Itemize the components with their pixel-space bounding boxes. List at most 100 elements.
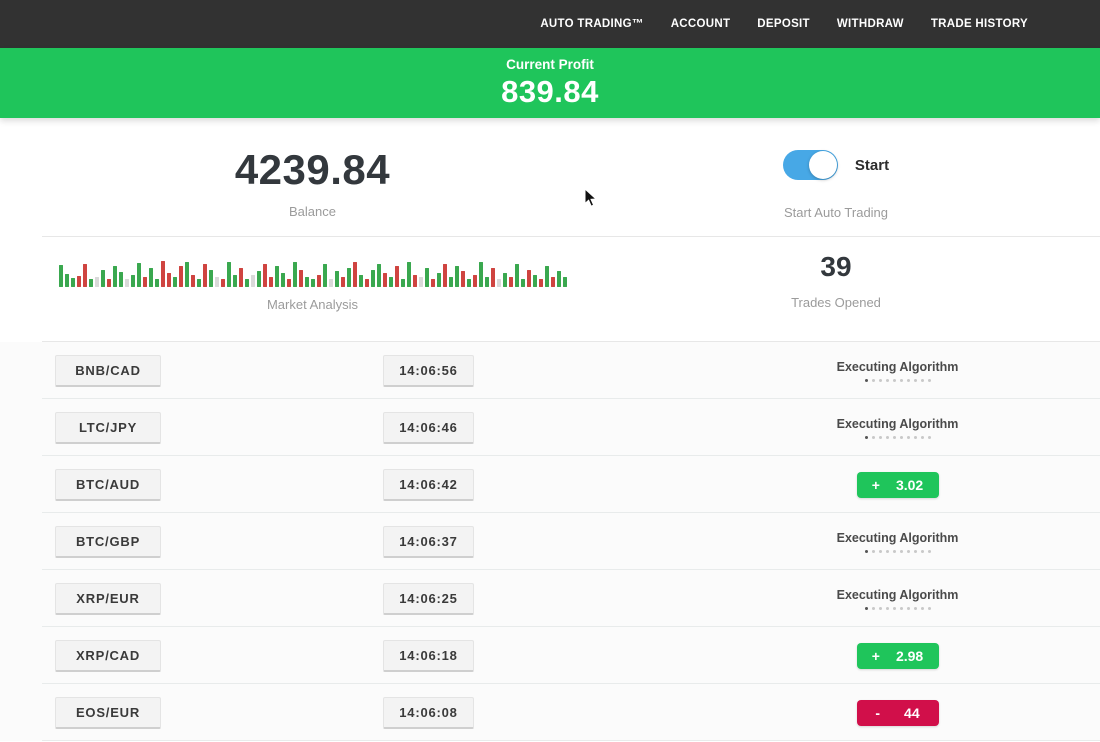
nav-item-withdraw[interactable]: WITHDRAW: [836, 18, 904, 30]
market-bar: [412, 275, 417, 287]
nav-item-trade-history[interactable]: TRADE HISTORY: [930, 18, 1028, 30]
progress-dot: [892, 606, 896, 610]
trades-opened-value: 39: [820, 251, 852, 282]
market-bar: [370, 270, 375, 287]
market-bar: [418, 277, 423, 287]
trade-pair-pill: XRP/CAD: [55, 639, 161, 672]
executing-progress-dots: [830, 549, 965, 553]
trade-time-pill: 14:06:42: [383, 468, 474, 501]
market-bar: [106, 279, 111, 287]
market-bar: [538, 279, 543, 287]
market-bar: [448, 277, 453, 287]
market-bar: [304, 277, 309, 287]
market-bar: [130, 275, 135, 287]
market-bar: [328, 279, 333, 287]
market-bar: [562, 277, 567, 287]
market-bar: [220, 279, 225, 287]
progress-dot: [878, 378, 882, 382]
market-bar: [310, 279, 315, 287]
progress-dot: [899, 549, 903, 553]
balance-label: Balance: [289, 204, 336, 219]
progress-dot: [920, 435, 924, 439]
result-sign: +: [871, 476, 880, 493]
market-bar: [298, 270, 303, 287]
market-bar: [262, 264, 267, 287]
market-bar: [502, 273, 507, 287]
progress-dot: [927, 435, 931, 439]
market-bar: [424, 268, 429, 287]
market-bar: [136, 263, 141, 287]
market-bar: [280, 273, 285, 287]
trade-pair-pill: BTC/GBP: [55, 525, 161, 558]
market-bar: [64, 274, 69, 287]
trade-result-badge: - 44: [856, 699, 939, 726]
progress-dot: [885, 549, 889, 553]
progress-dot: [885, 606, 889, 610]
progress-dot: [864, 549, 868, 553]
balance-block: 4239.84 Balance: [40, 146, 585, 219]
market-bar: [520, 279, 525, 287]
nav-item-account[interactable]: ACCOUNT: [670, 18, 731, 30]
trade-pair-pill: XRP/EUR: [55, 582, 161, 615]
market-bar: [118, 272, 123, 287]
market-bar: [316, 275, 321, 287]
trades-opened-block: 39 Trades Opened: [620, 251, 1052, 310]
market-bar: [382, 273, 387, 287]
market-bar: [58, 265, 63, 287]
market-bar: [334, 271, 339, 287]
market-bar: [208, 270, 213, 287]
toggle-knob-icon: [808, 151, 837, 179]
market-bar: [154, 279, 159, 287]
trade-status-cell: Executing Algorithm: [830, 360, 965, 382]
trades-opened-label: Trades Opened: [791, 295, 881, 310]
market-bar: [256, 271, 261, 287]
market-bar: [364, 279, 369, 287]
market-bar: [508, 277, 513, 287]
progress-dot: [899, 378, 903, 382]
trade-time-pill: 14:06:25: [383, 582, 474, 615]
nav-item-auto-trading[interactable]: AUTO TRADING™: [540, 18, 644, 30]
auto-trading-toggle[interactable]: [782, 150, 838, 180]
progress-dot: [927, 378, 931, 382]
market-analysis-chart: [57, 255, 569, 287]
progress-dot: [906, 606, 910, 610]
market-bar: [526, 270, 531, 287]
market-bar: [544, 266, 549, 287]
market-bar: [184, 262, 189, 287]
market-bar: [322, 264, 327, 287]
market-bar: [550, 277, 555, 287]
trade-status-cell: - 44: [830, 699, 965, 726]
market-bar: [202, 264, 207, 287]
summary-mid-section: Market Analysis 39 Trades Opened: [0, 237, 1100, 341]
market-bar: [472, 275, 477, 287]
trade-pair-pill: EOS/EUR: [55, 696, 161, 729]
market-bar: [268, 277, 273, 287]
market-bar: [394, 266, 399, 287]
market-bar: [490, 268, 495, 287]
progress-dot: [878, 549, 882, 553]
market-bar: [340, 277, 345, 287]
trade-result-badge: + 2.98: [856, 642, 939, 669]
progress-dot: [892, 435, 896, 439]
summary-top-section: 4239.84 Balance Start Start Auto Trading: [0, 118, 1100, 236]
progress-dot: [906, 435, 910, 439]
market-bar: [70, 278, 75, 287]
market-bar: [454, 266, 459, 287]
market-bar: [292, 262, 297, 287]
progress-dot: [871, 435, 875, 439]
executing-progress-dots: [830, 606, 965, 610]
progress-dot: [913, 435, 917, 439]
market-bar: [442, 264, 447, 287]
market-bar: [94, 277, 99, 287]
nav-item-deposit[interactable]: DEPOSIT: [757, 18, 810, 30]
market-bar: [430, 279, 435, 287]
market-bar: [238, 268, 243, 287]
progress-dot: [892, 549, 896, 553]
market-bar: [214, 277, 219, 287]
market-bar: [142, 277, 147, 287]
progress-dot: [864, 435, 868, 439]
trade-status-cell: + 3.02: [830, 471, 965, 498]
market-bar: [88, 279, 93, 287]
progress-dot: [927, 606, 931, 610]
